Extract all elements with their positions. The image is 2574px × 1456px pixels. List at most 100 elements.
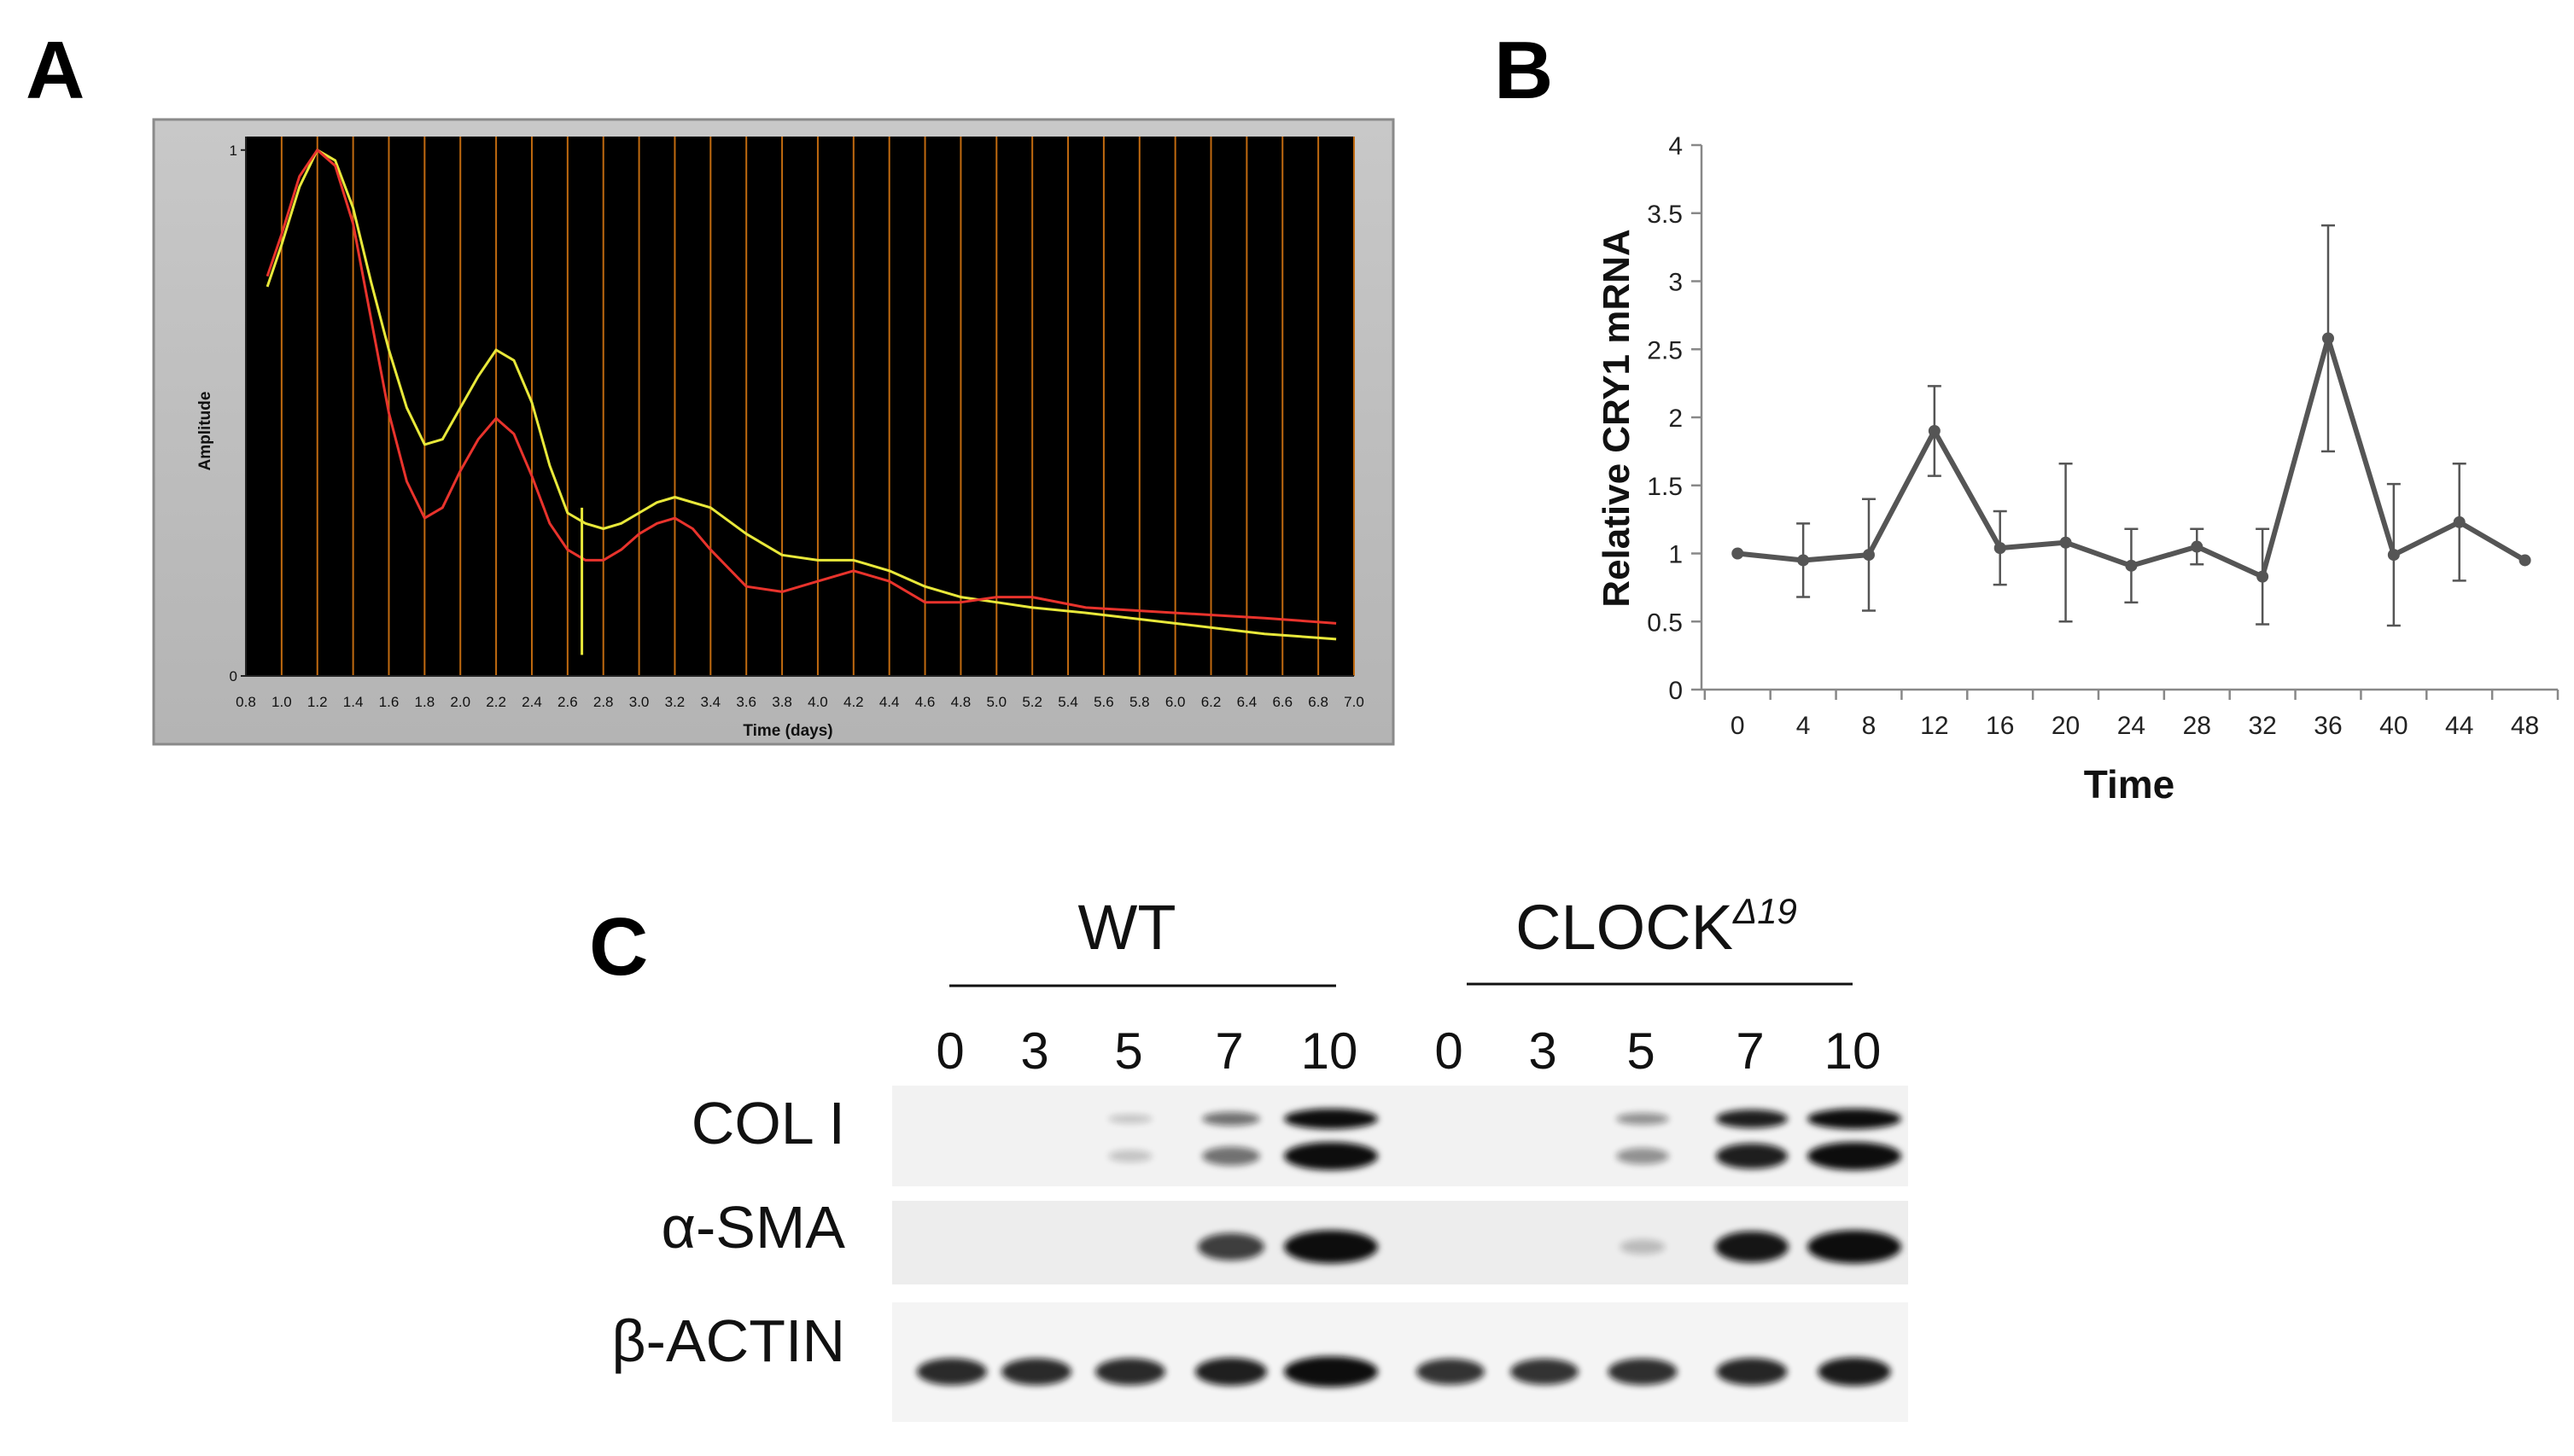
data-point (2256, 570, 2269, 583)
x-tick-label: 6.2 (1201, 694, 1222, 710)
y-tick-label: 0 (1668, 677, 1683, 705)
data-point (1993, 542, 2006, 555)
data-point (2519, 554, 2531, 567)
series-line (266, 149, 1337, 625)
x-tick-label: 4.6 (915, 694, 936, 710)
panel-a-plot-area (246, 137, 1354, 676)
blot-group-superscript: Δ19 (1732, 891, 1797, 931)
x-tick-label: 2.6 (557, 694, 578, 710)
blot-group-clock: CLOCKΔ19 (1467, 891, 1853, 986)
y-tick-label: 0.5 (1647, 609, 1683, 637)
blot-band (1510, 1358, 1579, 1385)
blot-band (1616, 1148, 1669, 1165)
x-tick-label: 40 (2379, 712, 2408, 740)
blot-band (1807, 1108, 1901, 1129)
lane-label: 10 (1301, 1022, 1358, 1080)
blot-band (1416, 1358, 1485, 1385)
x-tick-label: 8 (1862, 712, 1877, 740)
x-tick-label: 48 (2511, 712, 2539, 740)
blot-band (1616, 1112, 1669, 1125)
lane-label: 10 (1824, 1022, 1882, 1080)
x-tick-label: 4.0 (808, 694, 828, 710)
data-point (2191, 540, 2203, 553)
x-tick-label: 5.6 (1094, 694, 1114, 710)
blot-band (1620, 1239, 1666, 1255)
x-tick-label: 6.4 (1237, 694, 1258, 710)
lane-label: 0 (1434, 1022, 1462, 1080)
blot-band (1284, 1356, 1378, 1388)
lane-label: 3 (1020, 1022, 1048, 1080)
panel-b-letter: B (1494, 25, 1554, 116)
x-tick-label: 2.4 (522, 694, 542, 710)
blot-band (1807, 1230, 1901, 1264)
data-point (1731, 547, 1744, 560)
blot-group-label-text: CLOCKΔ19 (1515, 891, 1797, 963)
x-tick-label: 6.8 (1308, 694, 1328, 710)
y-tick-label: 3.5 (1647, 201, 1683, 229)
blot-row-label: COL I (692, 1090, 845, 1156)
x-tick-label: 5.0 (986, 694, 1007, 710)
blot-band (1818, 1357, 1891, 1386)
panel-a-y-label: Amplitude (196, 392, 214, 471)
series-line (1736, 335, 2527, 579)
x-tick-label: 4.4 (879, 694, 900, 710)
blot-band (1284, 1142, 1378, 1171)
panel-a-chart: 0.8 1.0 1.2 1.4 1.6 1.8 2.0 2.2 2.4 2.6 2.8 3.0 3.2 3… (152, 118, 1395, 746)
x-tick-label: 3.4 (701, 694, 721, 710)
x-tick-label: 3.2 (665, 694, 686, 710)
x-tick-label: 1.2 (307, 694, 328, 710)
x-tick-label: 6.6 (1272, 694, 1293, 710)
x-tick-label: 3.6 (736, 694, 756, 710)
x-tick-label: 2.8 (593, 694, 614, 710)
x-tick-label: 28 (2183, 712, 2211, 740)
lane-label: 5 (1626, 1022, 1655, 1080)
data-point (1797, 554, 1810, 567)
blot-membrane (892, 1201, 1908, 1284)
lane-label: 7 (1215, 1022, 1243, 1080)
x-tick-label: 20 (2052, 712, 2080, 740)
x-tick-label: 6.0 (1165, 694, 1186, 710)
y-tick-label: 2 (1668, 405, 1683, 433)
blot-band (1001, 1358, 1071, 1386)
panel-b-y-label: Relative CRY1 mRNA (1596, 229, 1637, 607)
x-tick-label: 16 (1986, 712, 2014, 740)
x-tick-label: 4.8 (951, 694, 972, 710)
series-line (266, 149, 1337, 641)
blot-band (1608, 1358, 1678, 1385)
panel-a-x-label: Time (days) (743, 722, 832, 740)
blot-group-label: WT (1077, 892, 1176, 963)
blot-band (1716, 1358, 1788, 1386)
x-tick-label: 5.2 (1022, 694, 1042, 710)
blot-membrane (892, 1302, 1908, 1422)
panel-c-letter: C (589, 901, 649, 993)
x-tick-label: 5.4 (1058, 694, 1078, 710)
x-tick-label: 3.0 (629, 694, 650, 710)
data-point (2321, 332, 2334, 345)
blot-band (1807, 1142, 1901, 1171)
x-tick-label: 7.0 (1344, 694, 1364, 710)
x-tick-label: 4.2 (843, 694, 864, 710)
blot-band (1715, 1231, 1789, 1263)
x-tick-label: 24 (2117, 712, 2145, 740)
blot-band (1716, 1143, 1788, 1169)
blot-band (1284, 1230, 1378, 1264)
x-tick-label: 1.6 (379, 694, 400, 710)
blot-band (1198, 1232, 1264, 1261)
blot-band (1108, 1150, 1153, 1162)
lane-label: 7 (1736, 1022, 1764, 1080)
data-point (2059, 536, 2072, 549)
blot-band (1195, 1357, 1267, 1386)
x-tick-label: 1.0 (271, 694, 292, 710)
data-point (1928, 424, 1941, 437)
x-tick-label: 1.4 (343, 694, 364, 710)
y-tick-label: 4 (1668, 132, 1683, 160)
blot-membrane (892, 1086, 1908, 1186)
blot-row-label: β-ACTIN (611, 1307, 845, 1374)
x-tick-label: 5.8 (1129, 694, 1150, 710)
lane-label: 3 (1528, 1022, 1556, 1080)
x-tick-label: 2.2 (486, 694, 506, 710)
y-tick-label: 1 (230, 143, 237, 159)
blot-group-wt: WT (949, 892, 1336, 987)
x-tick-label: 44 (2445, 712, 2473, 740)
data-point (2387, 549, 2400, 562)
